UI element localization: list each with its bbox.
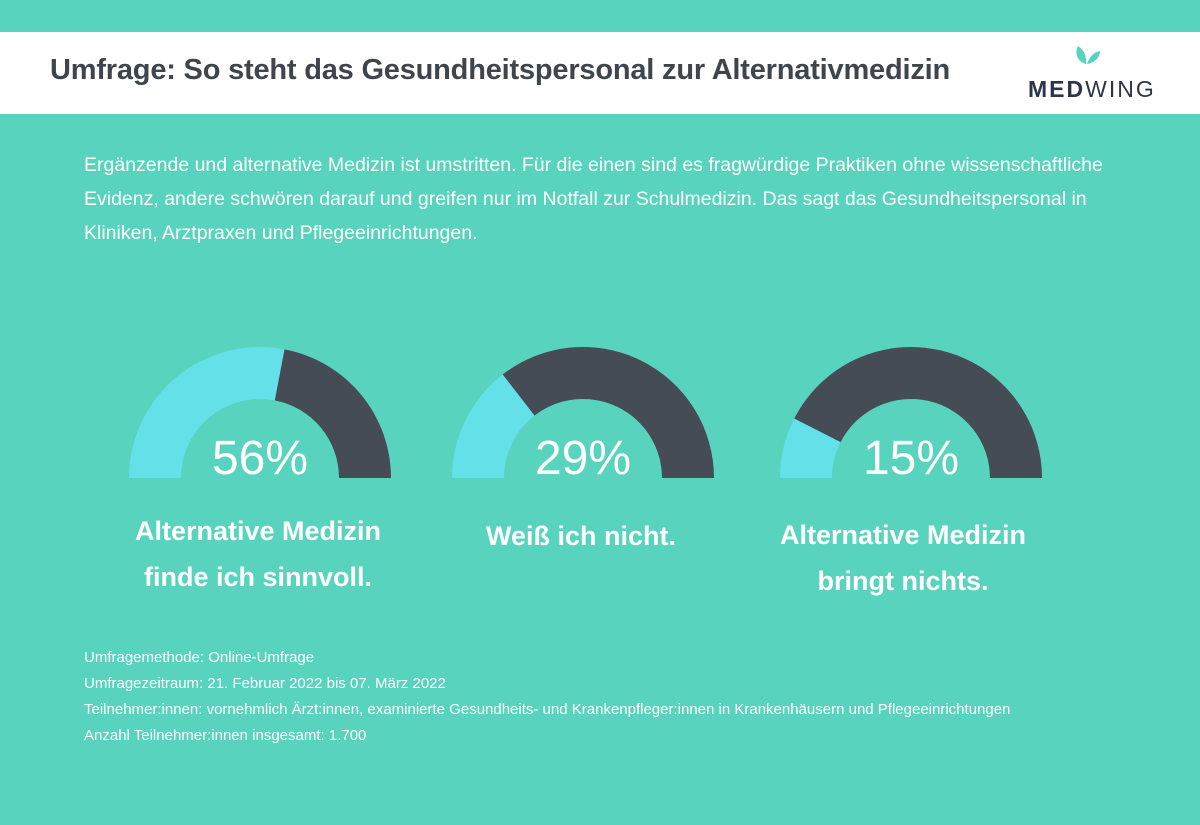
gauge-3-caption: Alternative Medizin bringt nichts. <box>743 512 1063 604</box>
gauge-2-value-label: 29% <box>534 432 632 485</box>
footnote-period: Umfragezeitraum: 21. Februar 2022 bis 07… <box>84 675 446 692</box>
intro-text: Ergänzende und alternative Medizin ist u… <box>84 154 1103 244</box>
gauge-1-caption-line-1: Alternative Medizin <box>134 516 382 546</box>
gauge-1-value-label: 56% <box>211 432 309 485</box>
gauge-3-caption-line-2: bringt nichts. <box>817 566 989 596</box>
survey-footnotes: Umfragemethode: Online-Umfrage Umfrageze… <box>84 645 1184 749</box>
gauge-2-fill-arc <box>452 374 535 478</box>
gauge-2-caption: Weiß ich nicht. <box>421 513 741 559</box>
gauge-2-rest-arc <box>502 347 714 478</box>
gauge-2-caption-line-1: Weiß ich nicht. <box>485 521 676 551</box>
gauge-3-rest-arc <box>794 347 1042 478</box>
footnote-method: Umfragemethode: Online-Umfrage <box>84 649 315 666</box>
gauge-3-fill-arc <box>780 418 841 478</box>
footnote-count: Anzahl Teilnehmer:innen insgesamt: 1.700 <box>84 727 367 744</box>
medwing-logo: MEDWING <box>1026 42 1156 104</box>
gauge-3-caption-line-1: Alternative Medizin <box>779 520 1027 550</box>
footnote-participants: Teilnehmer:innen: vornehmlich Ärzt:innen… <box>84 701 1011 718</box>
gauge-1-fill-arc <box>129 346 285 478</box>
gauge-1-rest-arc <box>274 349 391 478</box>
gauge-3-chart <box>780 347 1042 478</box>
logo-wordmark: MEDWING <box>1028 76 1156 102</box>
gauge-1-chart <box>129 346 391 478</box>
page-title: Umfrage: So steht das Gesundheitspersona… <box>50 54 951 86</box>
gauge-1-caption-line-2: finde ich sinnvoll. <box>143 562 373 592</box>
gauge-2-chart <box>452 347 714 478</box>
gauge-3: 15% <box>778 345 1044 485</box>
header-bar: Umfrage: So steht das Gesundheitspersona… <box>0 32 1200 114</box>
leaf-icon <box>1076 46 1100 64</box>
gauge-1: 56% <box>127 345 393 485</box>
gauge-2: 29% <box>450 345 716 485</box>
gauge-1-caption: Alternative Medizin finde ich sinnvoll. <box>98 508 418 600</box>
gauge-3-value-label: 15% <box>862 432 960 485</box>
